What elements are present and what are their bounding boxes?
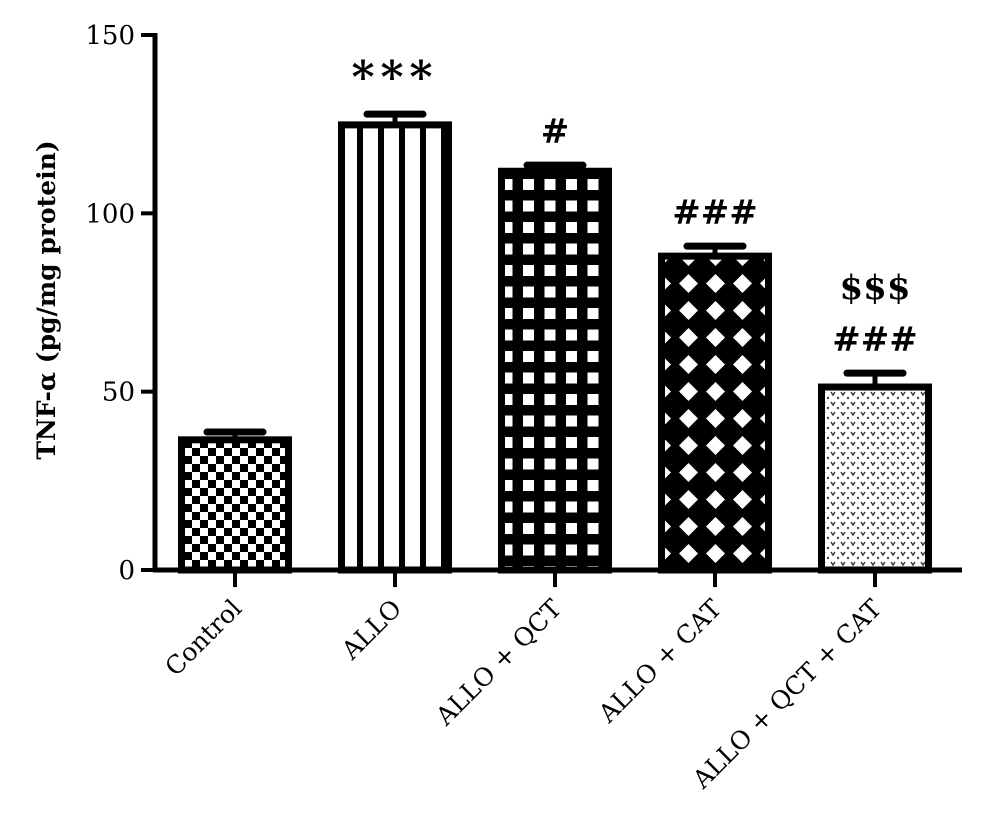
- bar-allo-qct: [498, 167, 612, 574]
- x-tick-label: Control: [159, 594, 247, 682]
- x-tick-label: ALLO + CAT: [592, 594, 727, 729]
- significance-annotation: #: [541, 112, 570, 152]
- significance-annotation: ###: [672, 193, 757, 233]
- y-tick-label: 0: [118, 556, 135, 586]
- y-tick-label: 150: [85, 21, 135, 51]
- x-tick-label: ALLO: [335, 594, 407, 666]
- bar-allo: [338, 121, 452, 574]
- bar-control: [178, 436, 292, 574]
- y-tick-label: 50: [102, 378, 135, 408]
- significance-annotation: ###: [832, 320, 917, 360]
- significance-annotation: ***: [351, 52, 438, 103]
- bar-allo-qct-cat: [818, 383, 932, 574]
- y-tick-label: 100: [85, 199, 135, 229]
- significance-annotation: $$$: [840, 268, 911, 308]
- y-axis-label: TNF-α (pg/mg protein): [32, 140, 61, 459]
- x-tick-label: ALLO + QCT: [429, 594, 567, 732]
- bar-allo-cat: [658, 252, 772, 574]
